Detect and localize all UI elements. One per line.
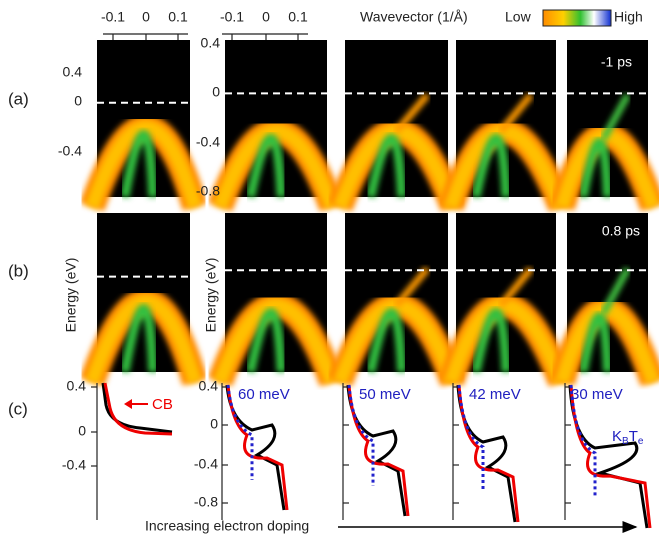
upper-band <box>393 92 431 134</box>
edc-black <box>346 384 407 517</box>
energy-tick-label: 0 <box>210 416 218 432</box>
energy-tick-label: 0.4 <box>63 64 83 80</box>
band-inner <box>120 303 158 373</box>
energy-tick-label: 0 <box>212 84 220 100</box>
time-label: -1 ps <box>601 54 632 70</box>
upper-band <box>600 266 631 316</box>
energy-tick-label: 0.4 <box>199 378 219 394</box>
k-tick-label: 0 <box>262 9 270 25</box>
colorbar <box>542 9 612 27</box>
k-tick-label: -0.1 <box>220 9 244 25</box>
band-mid <box>85 120 202 210</box>
edc-red <box>103 382 173 436</box>
edc-black <box>456 384 517 523</box>
fit-blue <box>569 384 597 498</box>
band-inner <box>578 312 612 373</box>
band-inner <box>120 129 158 198</box>
fit-blue <box>457 384 485 492</box>
k-tick-label: -0.1 <box>101 9 125 25</box>
edc-black <box>568 384 649 529</box>
band-inner <box>366 307 407 373</box>
kbte-part: B <box>622 436 629 447</box>
footer: Increasing electron doping <box>145 518 309 534</box>
band-inner <box>366 133 407 198</box>
y-axis-label: Energy (eV) <box>63 258 79 333</box>
edc-red <box>457 384 520 523</box>
row-label: (a) <box>8 89 29 108</box>
k-tick-label: 0 <box>142 9 150 25</box>
edc-red <box>347 384 410 517</box>
energy-tick-label: -0.8 <box>194 494 218 510</box>
cb-arrowhead <box>124 399 132 409</box>
upper-band <box>393 266 431 308</box>
temperature-label: 30 meV <box>571 386 623 403</box>
band-mid <box>85 294 202 385</box>
upper-band <box>498 266 534 308</box>
colorbar-low: Low <box>505 9 532 25</box>
energy-tick-label: -0.4 <box>58 143 82 159</box>
energy-tick-label: -0.4 <box>194 456 218 472</box>
edc-black <box>225 384 286 511</box>
band-mid <box>213 298 339 385</box>
edc-red <box>226 384 289 511</box>
band-inner <box>471 133 511 198</box>
edc-red <box>569 384 652 529</box>
band-mid <box>213 124 339 210</box>
kbte-part: K <box>612 428 622 445</box>
energy-tick-label: -0.4 <box>62 457 86 473</box>
band-inner <box>471 307 511 373</box>
energy-tick-label: 0.4 <box>201 35 221 51</box>
colorbar-high: High <box>614 9 643 25</box>
upper-band <box>600 93 631 141</box>
row-label: (b) <box>8 261 29 280</box>
energy-tick-label: 0 <box>78 423 86 439</box>
band-inner <box>578 137 612 198</box>
energy-tick-label: -0.8 <box>196 183 220 199</box>
temperature-label: 50 meV <box>359 386 411 403</box>
band-inner <box>246 307 286 373</box>
kbte-part: T <box>629 428 638 445</box>
colorbar-title: Wavevector (1/Å) <box>360 9 468 25</box>
energy-tick-label: 0 <box>74 93 82 109</box>
k-tick-label: 0.1 <box>168 9 188 25</box>
cb-label: CB <box>152 396 173 413</box>
k-tick-label: 0.1 <box>288 9 308 25</box>
energy-tick-label: 0.4 <box>67 378 87 394</box>
band-inner <box>246 133 286 198</box>
row-label: (c) <box>8 399 28 418</box>
temperature-label: 60 meV <box>238 386 290 403</box>
fit-blue <box>226 384 254 480</box>
upper-band <box>498 92 534 134</box>
y-axis-label: Energy (eV) <box>203 258 219 333</box>
energy-tick-label: -0.4 <box>196 134 220 150</box>
kbte-part: e <box>638 436 644 447</box>
kbte-label: KBTe <box>612 428 644 447</box>
time-label: 0.8 ps <box>602 223 640 239</box>
temperature-label: 42 meV <box>469 386 521 403</box>
